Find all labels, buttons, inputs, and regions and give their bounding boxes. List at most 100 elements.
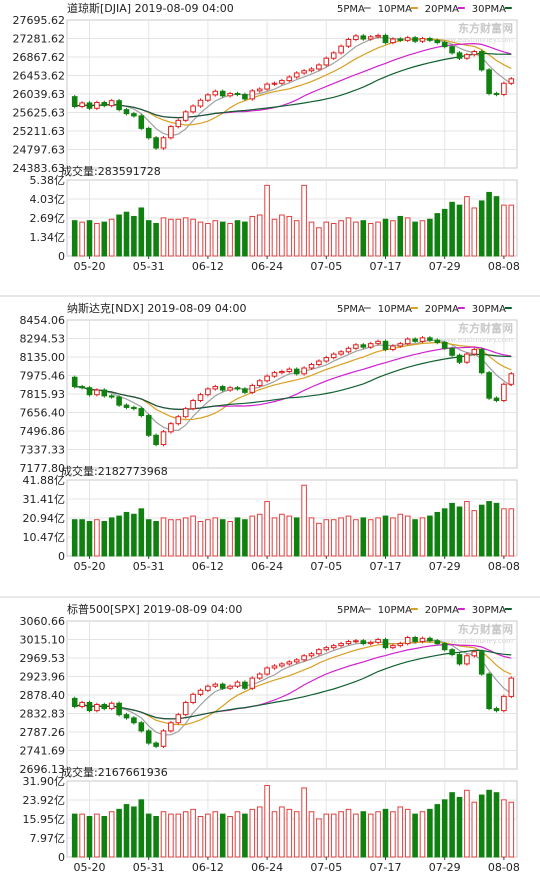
candle-body <box>175 119 182 128</box>
candle-body <box>256 673 263 679</box>
volume-bar <box>375 811 381 858</box>
volume-bar <box>86 220 93 257</box>
candle-body <box>182 701 189 716</box>
candle-body <box>316 360 322 366</box>
candle-body <box>101 389 108 397</box>
legend-label-3: 20PMA <box>425 304 459 315</box>
volume-bar <box>175 218 182 257</box>
candle-body <box>508 78 515 84</box>
candle-body <box>338 643 344 647</box>
ma-line-5pma <box>74 339 512 432</box>
volume-bar <box>264 184 270 257</box>
volume-bar <box>508 508 515 557</box>
volume-bar <box>264 785 270 858</box>
x-tick-label: 07-17 <box>370 560 402 573</box>
price-tick-label: 2878.40 <box>20 689 66 702</box>
candle-body <box>123 404 130 408</box>
volume-tick-label: 0 <box>58 550 65 563</box>
volume-bar <box>138 799 145 858</box>
volume-bar <box>301 184 307 257</box>
candle-body <box>168 126 174 139</box>
price-tick-label: 8135.00 <box>20 351 66 364</box>
chart-title: 道琼斯[DJIA] 2019-08-09 04:00 <box>67 1 234 15</box>
volume-bar <box>301 787 307 858</box>
volume-bar <box>101 815 108 858</box>
x-tick-label: 07-29 <box>429 861 461 874</box>
candle-body <box>382 340 389 350</box>
volume-bar <box>441 508 448 557</box>
price-tick-label: 8454.06 <box>20 314 66 327</box>
candle-body <box>131 406 137 410</box>
volume-bar <box>212 220 219 257</box>
volume-bar <box>71 519 78 557</box>
volume-bar <box>382 808 389 858</box>
candle-body <box>71 697 78 708</box>
volume-bar <box>478 504 485 557</box>
candle-body <box>116 100 122 111</box>
volume-bar <box>338 517 344 557</box>
volume-bar <box>375 221 381 257</box>
candle-body <box>227 685 233 689</box>
candle-body <box>308 653 315 657</box>
candle-body <box>345 641 352 645</box>
price-tick-label: 7496.86 <box>20 425 66 438</box>
candle-body <box>434 640 441 645</box>
volume-bar <box>501 799 507 858</box>
volume-tick-label: 4.03亿 <box>30 193 66 206</box>
watermark-text: 东方财富网 <box>458 321 513 335</box>
volume-bar <box>456 506 463 557</box>
candle-body <box>412 37 418 42</box>
candle-body <box>308 364 315 369</box>
volume-bar <box>271 811 278 858</box>
candle-body <box>145 415 152 436</box>
volume-bar <box>71 220 78 257</box>
chart-panel-3: 标普500[SPX] 2019-08-09 04:00 5PMA 10PMA 20PM… <box>0 596 540 874</box>
candle-body <box>301 70 307 74</box>
candle-body <box>108 702 115 710</box>
volume-bar <box>486 501 492 557</box>
candle-body <box>182 408 189 418</box>
volume-bar <box>493 502 500 557</box>
volume-bar <box>123 211 130 257</box>
volume-bar <box>456 796 463 858</box>
price-tick-label: 7815.93 <box>20 388 66 401</box>
volume-bar <box>412 519 418 557</box>
candle-body <box>108 100 115 107</box>
volume-bar <box>316 818 322 858</box>
price-tick-label: 27695.62 <box>13 14 66 27</box>
candle-body <box>330 645 337 649</box>
volume-bar <box>293 220 300 257</box>
candle-body <box>190 105 196 113</box>
volume-bar <box>79 519 85 557</box>
candle-body <box>138 722 145 732</box>
volume-bar <box>397 215 404 257</box>
volume-bar <box>242 813 248 858</box>
price-tick-label: 27281.62 <box>13 33 66 46</box>
volume-bar <box>353 813 359 858</box>
candle-body <box>493 93 500 96</box>
candle-body <box>286 661 293 665</box>
volume-bar <box>197 815 204 858</box>
legend-label-3: 20PMA <box>425 605 459 616</box>
volume-bar <box>345 808 352 858</box>
candle-body <box>301 367 307 375</box>
candle-body <box>242 93 248 100</box>
x-tick-label: 05-31 <box>133 861 165 874</box>
candle-body <box>508 373 515 385</box>
volume-bar <box>478 200 485 257</box>
volume-bar <box>249 808 256 858</box>
candle-body <box>471 651 478 657</box>
x-tick-label: 05-31 <box>133 560 165 573</box>
candle-body <box>190 399 196 410</box>
candle-body <box>86 102 93 109</box>
candle-body <box>279 663 285 667</box>
candle-body <box>293 659 300 663</box>
volume-bar <box>116 515 122 557</box>
legend-label-2: 10PMA <box>378 4 412 15</box>
candle-body <box>131 717 137 724</box>
volume-bar <box>94 813 100 858</box>
candle-body <box>197 394 204 401</box>
volume-bar <box>131 215 137 257</box>
volume-bar <box>375 517 381 557</box>
x-tick-label: 07-05 <box>310 861 342 874</box>
